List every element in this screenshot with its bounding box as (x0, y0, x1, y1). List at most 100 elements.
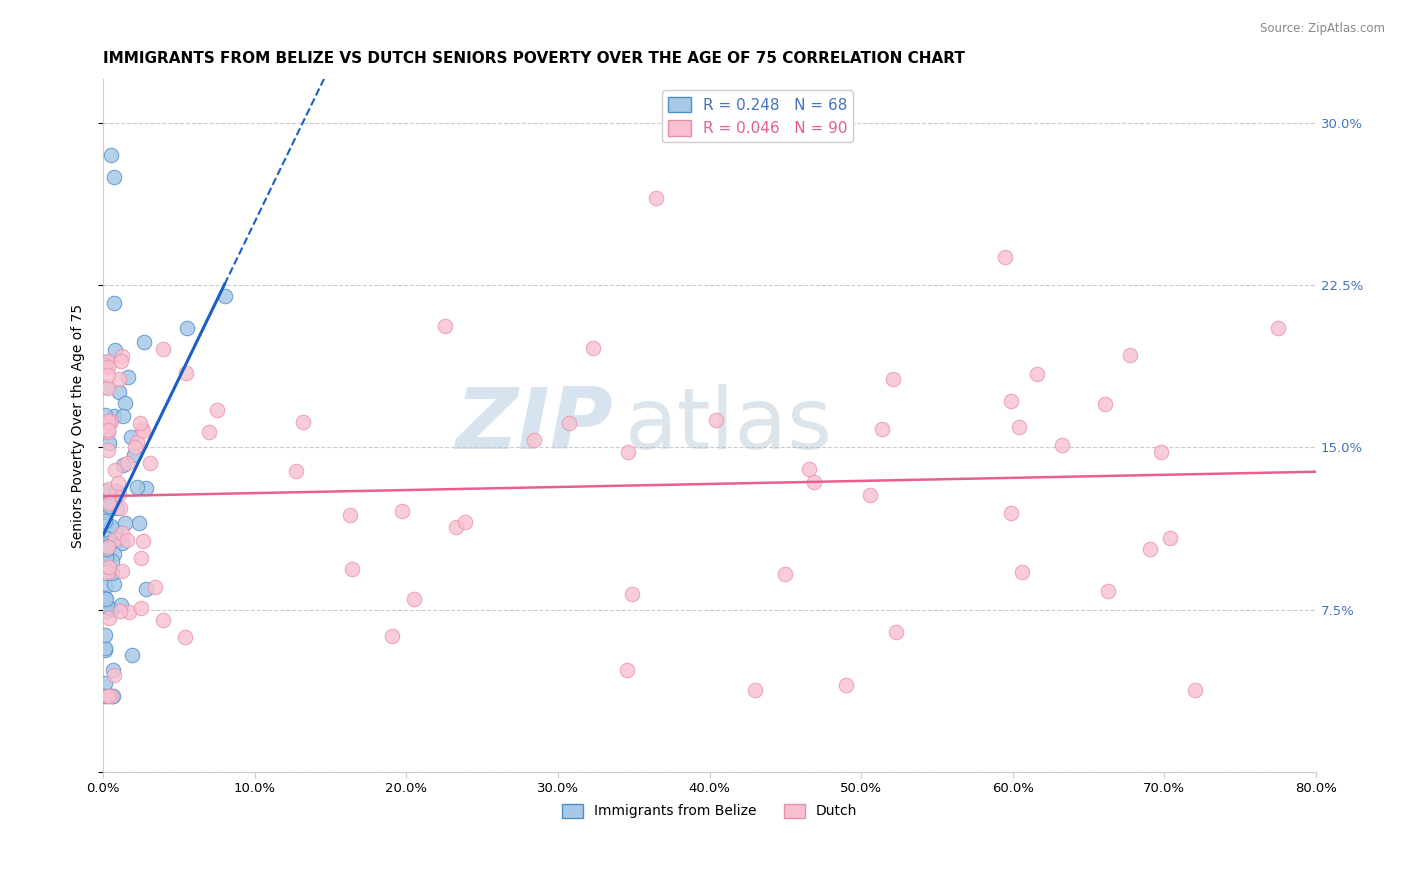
Point (103, 577, 125, 591)
Point (105, 483, 128, 498)
Point (1184, 682, 1206, 697)
Point (97, 565, 120, 579)
Point (1267, 321, 1289, 335)
Point (100, 519, 122, 533)
Point (340, 562, 363, 576)
Point (96, 379, 118, 393)
Point (207, 403, 229, 417)
Point (94, 531, 117, 545)
Y-axis label: Seniors Poverty Over the Age of 75: Seniors Poverty Over the Age of 75 (72, 303, 86, 548)
Point (107, 487, 129, 501)
Point (97, 368, 120, 383)
Point (139, 456, 162, 470)
Point (97, 541, 120, 555)
Point (97, 540, 120, 554)
Point (214, 289, 236, 303)
Point (94, 604, 117, 618)
Point (97, 423, 120, 437)
Point (107, 372, 129, 386)
Point (152, 613, 174, 627)
Point (557, 416, 579, 430)
Point (121, 648, 143, 662)
Point (111, 409, 134, 423)
Point (96, 542, 118, 557)
Point (129, 550, 152, 565)
Point (112, 458, 135, 472)
Point (97, 600, 120, 615)
Point (1094, 397, 1116, 411)
Point (97, 360, 120, 375)
Point (128, 516, 150, 530)
Point (110, 354, 132, 368)
Point (107, 475, 129, 490)
Point (859, 488, 882, 502)
Point (114, 516, 136, 531)
Point (104, 524, 127, 538)
Point (97, 442, 120, 457)
Point (1000, 394, 1022, 409)
Point (122, 448, 145, 462)
Point (803, 475, 825, 489)
Point (131, 601, 153, 615)
Point (994, 250, 1017, 264)
Point (100, 690, 122, 704)
Point (174, 366, 197, 380)
Point (381, 629, 404, 643)
Point (884, 624, 907, 639)
Point (111, 536, 134, 550)
Point (108, 384, 131, 399)
Point (1139, 542, 1161, 557)
Point (124, 440, 146, 454)
Point (1159, 531, 1181, 545)
Point (176, 321, 198, 335)
Point (391, 503, 413, 517)
Point (101, 602, 124, 616)
Point (115, 456, 138, 470)
Point (1150, 444, 1173, 458)
Point (104, 343, 127, 358)
Point (582, 341, 605, 355)
Point (835, 678, 858, 692)
Point (101, 663, 124, 677)
Point (645, 191, 668, 205)
Point (103, 409, 125, 424)
Point (111, 564, 134, 578)
Point (198, 425, 221, 440)
Point (97, 496, 120, 510)
Point (94, 550, 117, 565)
Point (101, 553, 124, 567)
Point (143, 580, 166, 594)
Point (97, 380, 120, 394)
Point (103, 668, 125, 682)
Point (94, 483, 117, 498)
Point (1008, 419, 1031, 434)
Point (1050, 438, 1073, 452)
Point (125, 435, 148, 450)
Point (1025, 368, 1047, 382)
Point (433, 319, 456, 334)
Point (117, 369, 139, 384)
Point (870, 422, 893, 436)
Point (94, 408, 117, 422)
Point (94, 550, 117, 565)
Point (94, 690, 117, 704)
Point (101, 690, 124, 704)
Point (98, 488, 121, 502)
Point (402, 591, 425, 606)
Point (773, 566, 796, 581)
Point (118, 605, 141, 619)
Point (135, 481, 157, 495)
Point (103, 295, 125, 310)
Point (97, 414, 120, 428)
Point (1011, 565, 1033, 579)
Text: IMMIGRANTS FROM BELIZE VS DUTCH SENIORS POVERTY OVER THE AGE OF 75 CORRELATION C: IMMIGRANTS FROM BELIZE VS DUTCH SENIORS … (103, 51, 965, 66)
Point (120, 430, 142, 444)
Point (131, 422, 153, 436)
Point (744, 682, 766, 697)
Point (98, 611, 121, 625)
Point (97, 536, 120, 550)
Point (96, 690, 118, 704)
Point (94, 591, 117, 606)
Legend: Immigrants from Belize, Dutch: Immigrants from Belize, Dutch (557, 798, 863, 824)
Point (454, 515, 477, 529)
